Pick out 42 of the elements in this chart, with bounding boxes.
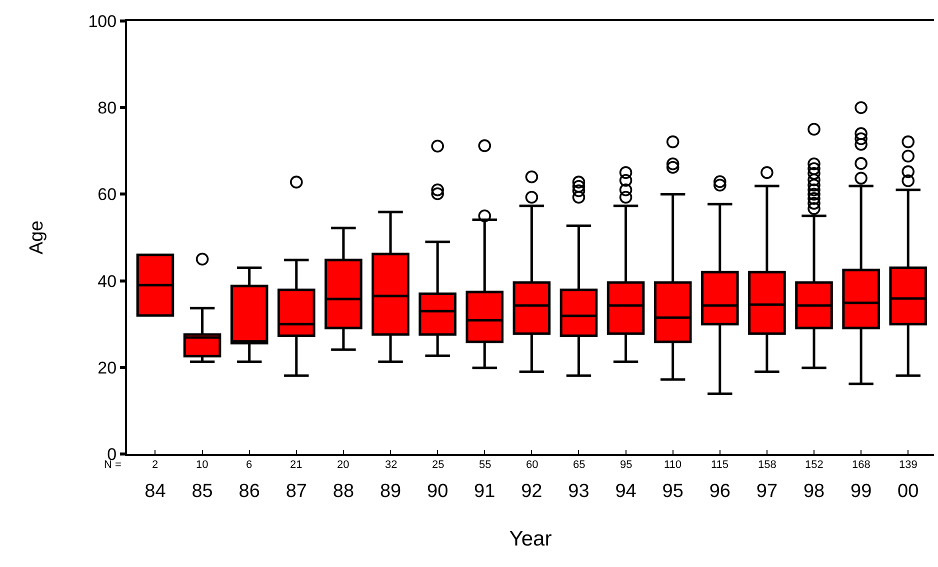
x-tick-label: 88 xyxy=(332,480,354,502)
text: N = xyxy=(104,459,122,471)
x-axis-title: Year xyxy=(509,528,552,550)
text: 20 xyxy=(337,459,350,471)
text: 110 xyxy=(664,459,682,471)
text: 55 xyxy=(479,459,492,471)
x-tick-label: 85 xyxy=(192,480,213,502)
text: 21 xyxy=(290,459,302,471)
text: 6 xyxy=(246,459,252,471)
text: 65 xyxy=(573,459,586,471)
text: 115 xyxy=(711,459,729,471)
x-tick-label: 89 xyxy=(380,480,402,502)
text: 95 xyxy=(620,459,632,471)
text: 158 xyxy=(758,459,776,471)
y-tick-label: 100 xyxy=(88,12,117,31)
y-axis-title: Age xyxy=(26,220,48,254)
text: 2 xyxy=(152,459,158,471)
x-tick-label: 97 xyxy=(756,480,778,502)
text: 152 xyxy=(805,459,824,471)
x-tick-label: 87 xyxy=(286,480,307,502)
text: 32 xyxy=(385,459,398,471)
y-tick-label: 40 xyxy=(98,272,117,291)
x-tick-label: 86 xyxy=(238,480,260,502)
x-tick-label: 00 xyxy=(898,480,919,502)
x-tick-label: 92 xyxy=(521,480,542,502)
text: 168 xyxy=(852,459,870,471)
x-tick-label: 90 xyxy=(427,480,448,502)
y-tick-label: 20 xyxy=(98,358,117,378)
x-tick-label: 93 xyxy=(568,480,590,502)
x-tick-label: 98 xyxy=(803,480,825,502)
text: 10 xyxy=(196,459,208,471)
x-tick-label: 99 xyxy=(850,480,872,502)
y-tick-label: 80 xyxy=(98,98,117,118)
text: 60 xyxy=(526,459,538,471)
x-tick-label: 91 xyxy=(474,480,496,502)
text: 139 xyxy=(899,459,918,471)
x-tick-label: 94 xyxy=(615,480,637,502)
x-tick-label: 95 xyxy=(662,480,684,502)
x-tick-label: 84 xyxy=(144,480,166,502)
text: 25 xyxy=(432,459,444,471)
y-tick-label: 60 xyxy=(98,185,117,204)
x-tick-label: 96 xyxy=(709,480,730,502)
